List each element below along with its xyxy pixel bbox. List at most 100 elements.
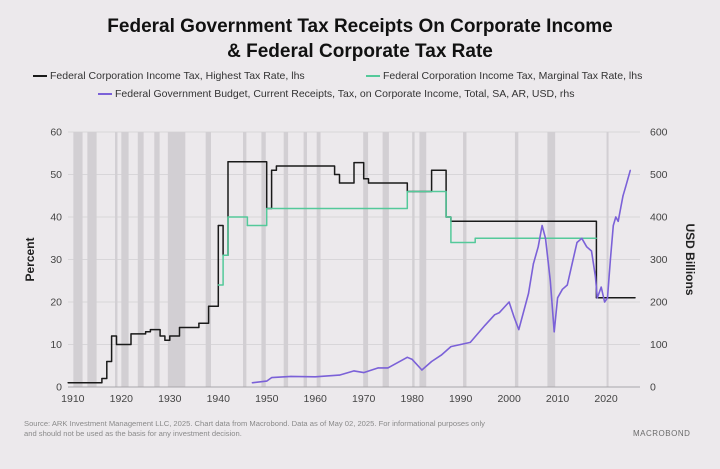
series-2-point-4 xyxy=(314,376,316,378)
y-left-tick-label-4: 40 xyxy=(50,212,62,224)
series-2-point-51 xyxy=(627,178,629,180)
chart-title-line-2: & Federal Corporate Tax Rate xyxy=(227,41,493,62)
series-0-point-19 xyxy=(270,169,273,171)
x-tick-label-10: 2010 xyxy=(546,393,570,405)
y-right-tick-label-3: 300 xyxy=(650,254,668,266)
y-left-tick-label-1: 10 xyxy=(50,339,62,351)
y-right-tick-label-4: 400 xyxy=(650,212,668,224)
series-2-point-14 xyxy=(440,354,442,356)
series-0-point-5 xyxy=(130,333,132,335)
series-2-point-48 xyxy=(620,207,622,210)
y-right-axis-title: USD Billions xyxy=(683,223,697,295)
series-0-point-10 xyxy=(169,335,171,337)
series-2-point-43 xyxy=(606,297,609,299)
series-0-point-2 xyxy=(106,360,108,363)
series-1-point-9 xyxy=(595,237,597,239)
series-0-point-32 xyxy=(634,297,636,299)
series-0-point-20 xyxy=(275,165,278,167)
legend-swatch-highest-rate xyxy=(33,75,47,77)
series-1-point-5 xyxy=(406,190,408,193)
series-2-point-47 xyxy=(617,220,619,222)
series-1-point-1 xyxy=(222,254,224,256)
series-0-point-27 xyxy=(430,169,433,171)
series-0-point-4 xyxy=(115,343,118,346)
y-right-tick-label-2: 200 xyxy=(650,297,668,309)
series-2-point-0 xyxy=(251,382,253,384)
series-line-1 xyxy=(218,190,597,286)
series-2-point-36 xyxy=(581,237,583,239)
y-right-tick-label-6: 600 xyxy=(650,127,668,139)
y-left-tick-label-6: 60 xyxy=(50,127,62,139)
series-0-point-23 xyxy=(353,162,355,164)
series-2-point-3 xyxy=(290,375,292,377)
series-2-point-26 xyxy=(537,246,539,248)
series-2-point-42 xyxy=(604,301,606,303)
y-left-axis-title: Percent xyxy=(23,237,37,281)
chart-title-line-1: Federal Government Tax Receipts On Corpo… xyxy=(107,16,613,37)
x-tick-label-3: 1940 xyxy=(207,393,231,405)
series-0-point-8 xyxy=(159,335,161,337)
series-2-point-38 xyxy=(590,250,593,252)
x-tick-label-0: 1910 xyxy=(61,393,85,405)
series-2-point-33 xyxy=(566,284,568,286)
series-0-point-25 xyxy=(367,182,370,184)
footer-note: Source: ARK Investment Management LLC, 2… xyxy=(24,419,584,439)
y-right-tick-label-0: 0 xyxy=(650,382,656,394)
series-2-point-18 xyxy=(484,324,486,326)
series-2-point-11 xyxy=(411,358,413,360)
series-2-point-23 xyxy=(518,329,520,331)
legend-swatch-marginal-rate xyxy=(366,75,380,77)
series-0-point-7 xyxy=(149,329,152,331)
series-2-point-7 xyxy=(363,371,365,374)
series-2-point-49 xyxy=(622,195,624,197)
y-left-tick-label-2: 20 xyxy=(50,297,62,309)
series-0-point-12 xyxy=(198,322,200,324)
series-2-point-31 xyxy=(556,297,559,299)
footer-line-2: and should not be used as the basis for … xyxy=(24,429,242,438)
series-2-point-40 xyxy=(596,297,598,299)
series-2-point-10 xyxy=(406,356,408,358)
series-2-point-16 xyxy=(460,343,462,346)
legend-label-highest-rate: Federal Corporation Income Tax, Highest … xyxy=(50,70,305,82)
y-left-tick-label-3: 30 xyxy=(50,254,62,266)
series-2-point-15 xyxy=(450,346,452,348)
series-2-point-13 xyxy=(430,360,433,363)
series-2-point-45 xyxy=(612,224,614,227)
series-2-point-37 xyxy=(586,246,588,248)
series-2-point-41 xyxy=(600,286,602,288)
series-0-point-24 xyxy=(363,178,365,180)
series-0-point-11 xyxy=(178,326,181,329)
series-2-point-50 xyxy=(624,186,627,188)
series-0-point-3 xyxy=(111,335,113,337)
y-right-tick-label-1: 100 xyxy=(650,339,668,351)
x-tick-label-6: 1970 xyxy=(352,393,376,405)
macrobond-logo: MACROBOND xyxy=(633,429,691,438)
series-0-point-13 xyxy=(207,305,210,307)
series-0-point-9 xyxy=(164,339,166,341)
legend-item-highest-rate: Federal Corporation Income Tax, Highest … xyxy=(33,70,305,82)
x-tick-label-9: 2000 xyxy=(497,393,521,405)
series-2-point-30 xyxy=(553,331,555,333)
series-2-point-8 xyxy=(377,367,379,369)
series-2-point-17 xyxy=(469,341,471,343)
series-1-point-2 xyxy=(227,216,229,218)
series-0-point-21 xyxy=(334,173,336,176)
series-2-point-12 xyxy=(421,369,423,371)
series-2-point-20 xyxy=(498,312,501,314)
x-tick-label-7: 1980 xyxy=(400,393,424,405)
series-2-point-2 xyxy=(270,377,273,379)
series-2-point-9 xyxy=(387,367,389,369)
x-tick-label-11: 2020 xyxy=(594,393,618,405)
legend-swatch-receipts xyxy=(98,93,112,95)
series-2-point-39 xyxy=(594,275,597,278)
series-0-point-30 xyxy=(474,220,476,222)
chart-title: Federal Government Tax Receipts On Corpo… xyxy=(0,14,720,64)
series-2-point-29 xyxy=(549,280,551,282)
series-0-point-6 xyxy=(144,331,147,333)
series-0-point-1 xyxy=(101,377,103,380)
series-2-point-44 xyxy=(609,258,612,261)
legend-item-receipts: Federal Government Budget, Current Recei… xyxy=(98,88,575,100)
series-2-point-6 xyxy=(353,370,355,372)
series-2-point-1 xyxy=(266,380,268,382)
series-0-point-14 xyxy=(217,224,219,227)
